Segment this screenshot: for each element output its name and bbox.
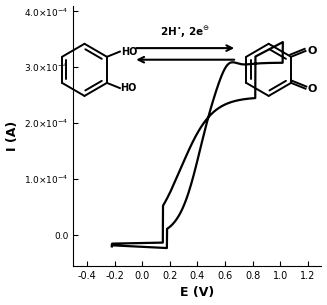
Text: 2H$^{\bullet}$, 2e$^{\ominus}$: 2H$^{\bullet}$, 2e$^{\ominus}$ xyxy=(160,25,210,40)
Text: HO: HO xyxy=(120,83,137,93)
Text: O: O xyxy=(307,84,317,94)
Text: O: O xyxy=(307,46,317,56)
Y-axis label: I (A): I (A) xyxy=(6,121,19,151)
X-axis label: E (V): E (V) xyxy=(180,286,215,300)
Text: HO: HO xyxy=(121,47,137,57)
